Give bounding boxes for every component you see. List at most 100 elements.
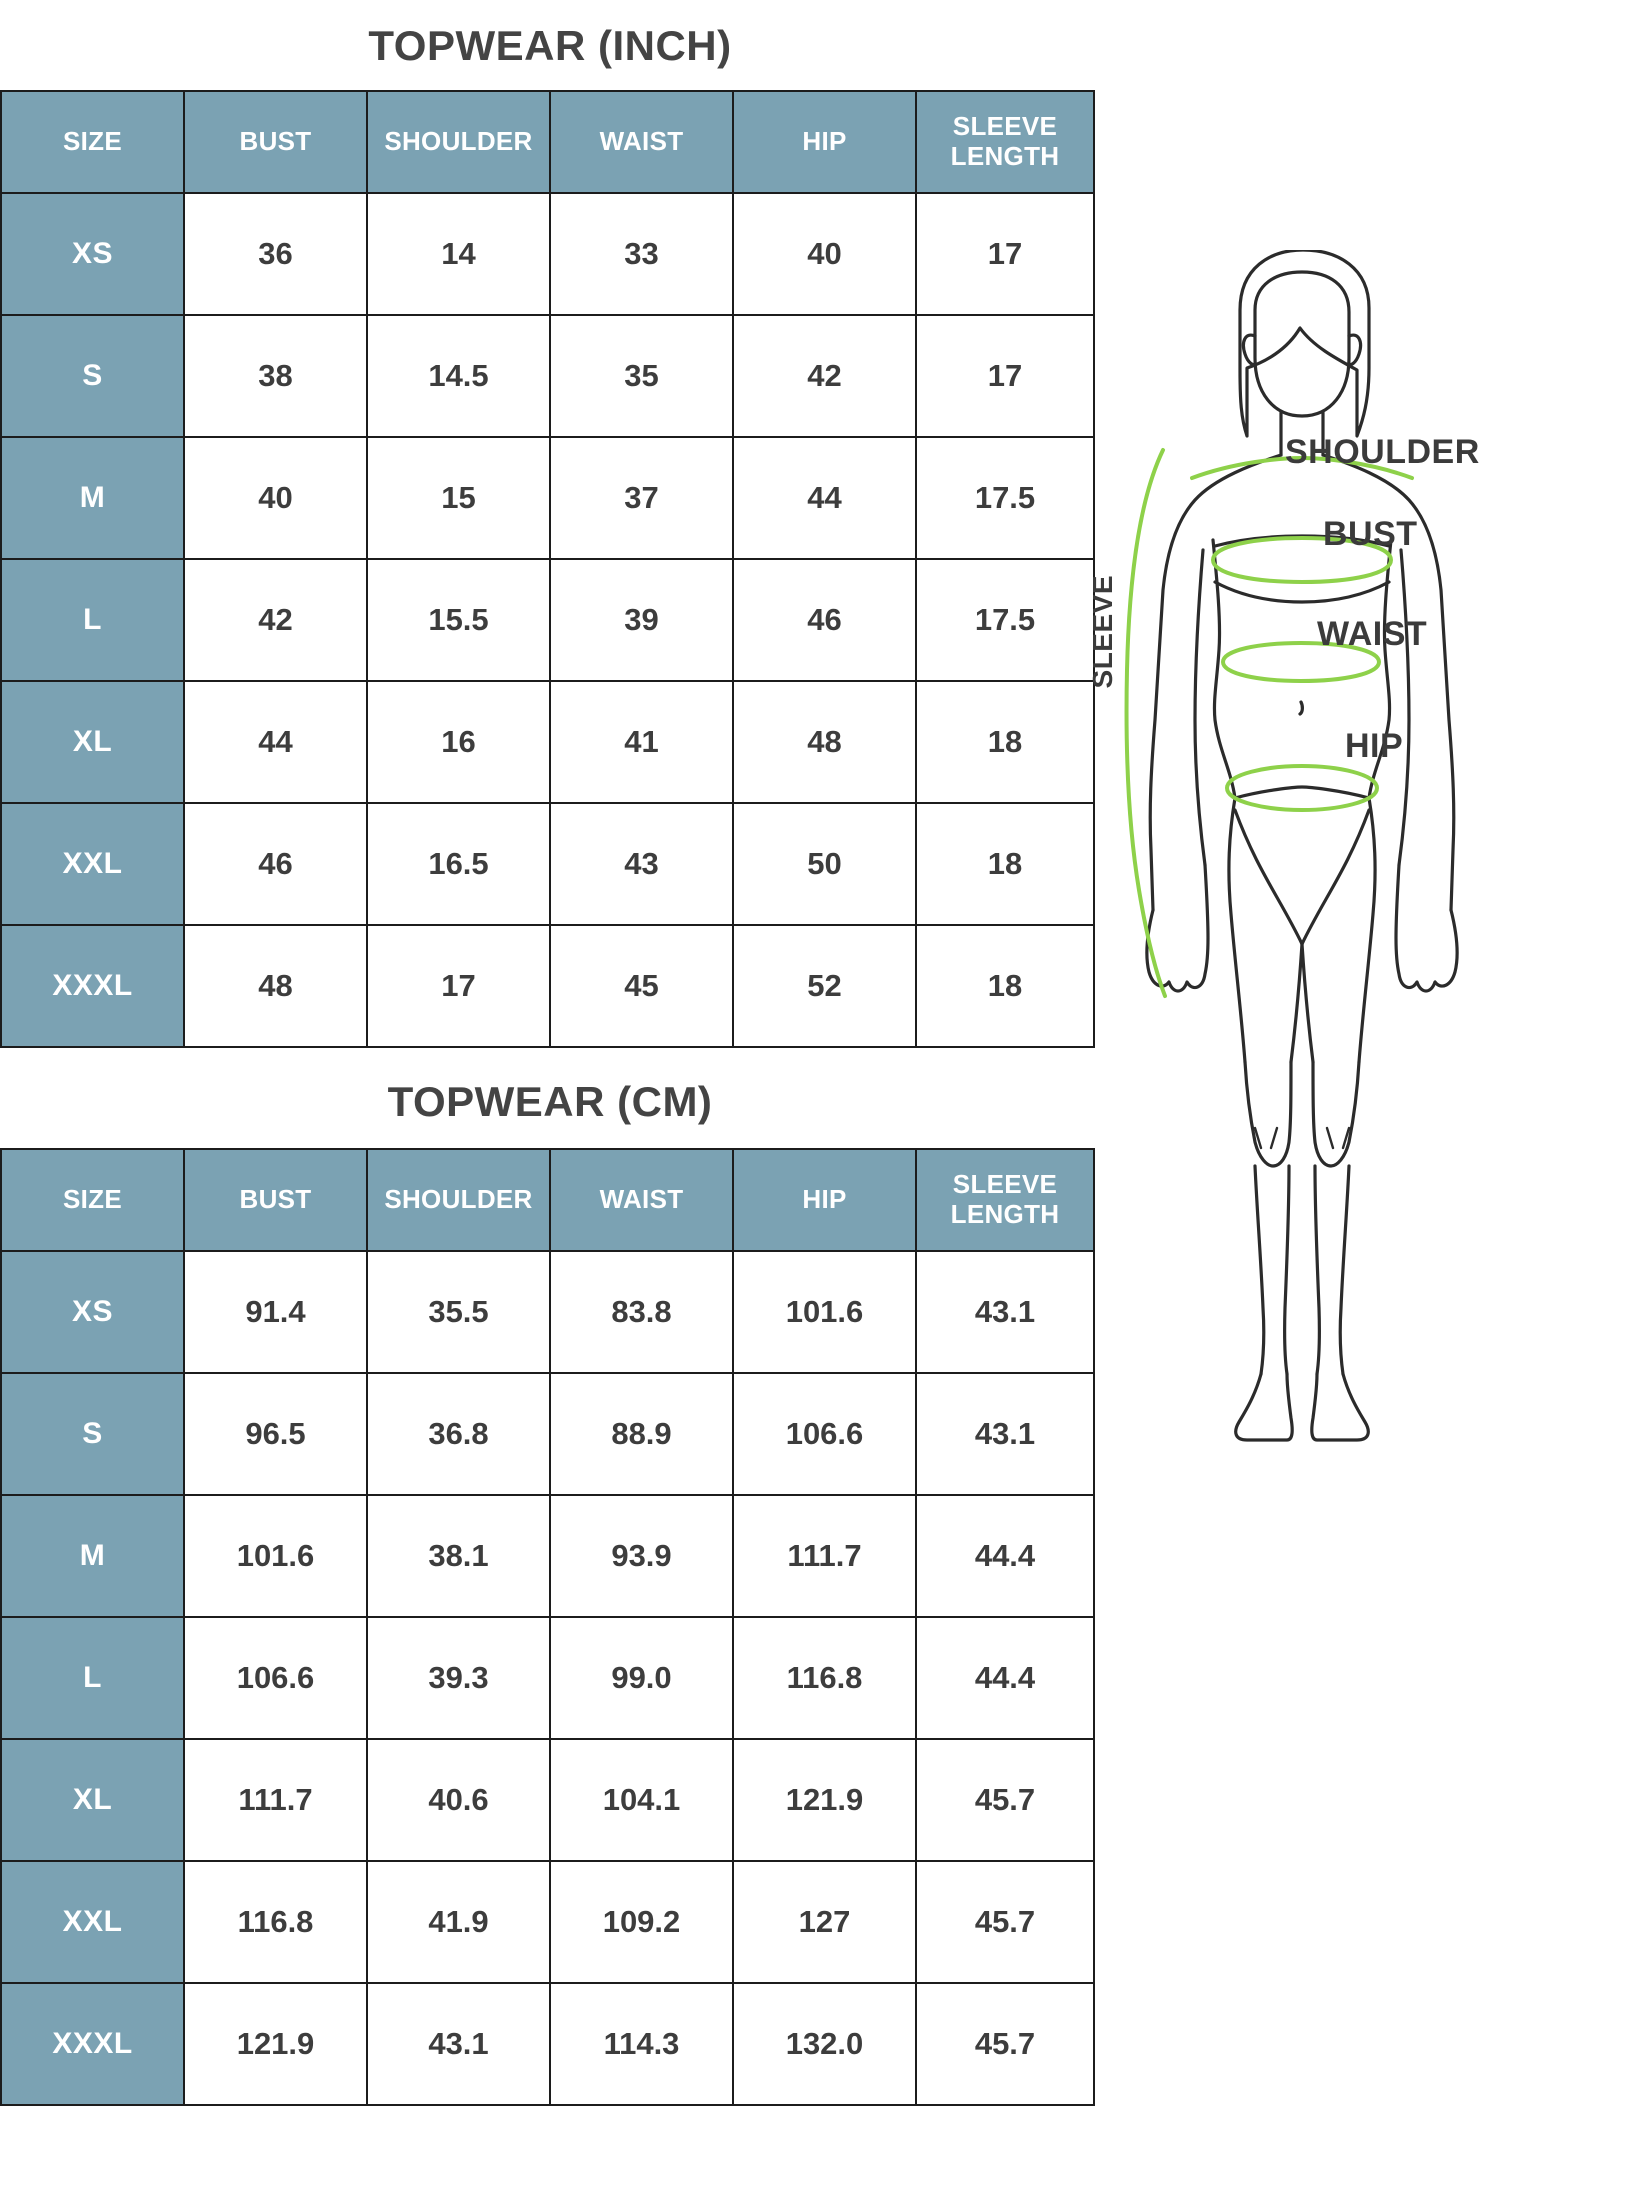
cell-hip: 46 — [732, 558, 917, 682]
cell-bust: 116.8 — [183, 1860, 368, 1984]
col-header-bust: BUST — [183, 1148, 368, 1252]
cell-hip: 40 — [732, 192, 917, 316]
cell-waist: 43 — [549, 802, 734, 926]
cell-size: XL — [0, 680, 185, 804]
cell-shoulder: 35.5 — [366, 1250, 551, 1374]
cell-hip: 50 — [732, 802, 917, 926]
calf-inner-left — [1283, 1164, 1291, 1376]
cell-sleeve: 43.1 — [915, 1250, 1095, 1374]
cell-hip: 106.6 — [732, 1372, 917, 1496]
bust-measure-ellipse — [1210, 535, 1394, 585]
cell-size: M — [0, 436, 185, 560]
hip-measure-ellipse — [1224, 763, 1380, 813]
arm-inner-left — [1193, 548, 1207, 867]
col-header-sleeve-length: SLEEVE LENGTH — [915, 90, 1095, 194]
cell-bust: 46 — [183, 802, 368, 926]
cell-hip: 52 — [732, 924, 917, 1048]
cell-waist: 88.9 — [549, 1372, 734, 1496]
cell-bust: 101.6 — [183, 1494, 368, 1618]
cell-bust: 38 — [183, 314, 368, 438]
cell-bust: 106.6 — [183, 1616, 368, 1740]
cell-hip: 121.9 — [732, 1738, 917, 1862]
waist-measure-ellipse — [1220, 640, 1382, 684]
table-header-row: SIZE BUST SHOULDER WAIST HIP SLEEVE LENG… — [0, 90, 1095, 194]
cell-size: XL — [0, 1738, 185, 1862]
cell-hip: 116.8 — [732, 1616, 917, 1740]
table-row: XL 111.7 40.6 104.1 121.9 45.7 — [0, 1738, 1095, 1862]
cell-size: XXL — [0, 1860, 185, 1984]
cell-sleeve: 17.5 — [915, 558, 1095, 682]
cell-sleeve: 45.7 — [915, 1738, 1095, 1862]
figure-label-bust: BUST — [1323, 515, 1418, 553]
cell-sleeve: 17 — [915, 314, 1095, 438]
brief-waistband — [1233, 785, 1371, 800]
table-row: XXXL 48 17 45 52 18 — [0, 924, 1095, 1048]
cell-waist: 99.0 — [549, 1616, 734, 1740]
sleeve-measure-line — [1124, 448, 1167, 998]
figure-label-sleeve: SLEEVE — [1087, 575, 1118, 689]
inner-thigh-right — [1300, 942, 1315, 1064]
shoulder-measure-line — [1190, 455, 1414, 480]
figure-label-shoulder: SHOULDER — [1285, 433, 1480, 471]
cell-bust: 42 — [183, 558, 368, 682]
cell-hip: 48 — [732, 680, 917, 804]
leg-upper-right — [1311, 1060, 1361, 1168]
cell-hip: 42 — [732, 314, 917, 438]
knee-crease-right — [1325, 1126, 1351, 1150]
cell-sleeve: 18 — [915, 802, 1095, 926]
cell-sleeve: 17.5 — [915, 436, 1095, 560]
hand-left — [1145, 863, 1210, 993]
arm-inner-right — [1397, 548, 1411, 867]
table-row: L 106.6 39.3 99.0 116.8 44.4 — [0, 1616, 1095, 1740]
figure-label-hip: HIP — [1345, 727, 1404, 765]
cell-waist: 104.1 — [549, 1738, 734, 1862]
table-row: XS 91.4 35.5 83.8 101.6 43.1 — [0, 1250, 1095, 1374]
cell-waist: 33 — [549, 192, 734, 316]
col-header-shoulder: SHOULDER — [366, 90, 551, 194]
cell-sleeve: 43.1 — [915, 1372, 1095, 1496]
foot-left — [1234, 1372, 1294, 1442]
cell-sleeve: 18 — [915, 680, 1095, 804]
col-header-waist: WAIST — [549, 1148, 734, 1252]
cell-sleeve: 17 — [915, 192, 1095, 316]
cell-hip: 111.7 — [732, 1494, 917, 1618]
cell-shoulder: 15 — [366, 436, 551, 560]
cell-size: L — [0, 1616, 185, 1740]
tables-column: TOPWEAR (INCH) SIZE BUST SHOULDER WAIST … — [0, 22, 1095, 2106]
cell-size: M — [0, 1494, 185, 1618]
female-body-illustration — [1124, 250, 1459, 1442]
cell-size: XS — [0, 192, 185, 316]
cell-shoulder: 14 — [366, 192, 551, 316]
cell-waist: 35 — [549, 314, 734, 438]
figure-label-waist: WAIST — [1317, 615, 1428, 653]
table-row: XXL 46 16.5 43 50 18 — [0, 802, 1095, 926]
body-measurement-figure: SHOULDER BUST WAIST HIP SLEEVE — [1087, 250, 1652, 1950]
table-header-row: SIZE BUST SHOULDER WAIST HIP SLEEVE LENG… — [0, 1148, 1095, 1252]
cell-shoulder: 41.9 — [366, 1860, 551, 1984]
cell-waist: 41 — [549, 680, 734, 804]
cell-sleeve: 45.7 — [915, 1982, 1095, 2106]
table-row: XL 44 16 41 48 18 — [0, 680, 1095, 804]
hip-outline-right — [1357, 796, 1377, 1064]
hip-outline-left — [1227, 796, 1247, 1064]
inner-thigh-left — [1289, 942, 1304, 1064]
cell-hip: 44 — [732, 436, 917, 560]
knee-crease-left — [1253, 1126, 1279, 1150]
cell-waist: 45 — [549, 924, 734, 1048]
cell-waist: 83.8 — [549, 1250, 734, 1374]
table-row: XXL 116.8 41.9 109.2 127 45.7 — [0, 1860, 1095, 1984]
calf-outer-left — [1253, 1164, 1266, 1376]
cell-size: S — [0, 314, 185, 438]
arm-outer-left — [1148, 453, 1283, 912]
bra-bottom-line — [1213, 580, 1391, 604]
cell-size: XXXL — [0, 924, 185, 1048]
table-row: S 96.5 36.8 88.9 106.6 43.1 — [0, 1372, 1095, 1496]
cell-size: L — [0, 558, 185, 682]
table-row: XS 36 14 33 40 17 — [0, 192, 1095, 316]
table-row: XXXL 121.9 43.1 114.3 132.0 45.7 — [0, 1982, 1095, 2106]
table-row: L 42 15.5 39 46 17.5 — [0, 558, 1095, 682]
cell-waist: 93.9 — [549, 1494, 734, 1618]
cell-bust: 36 — [183, 192, 368, 316]
cell-size: XXXL — [0, 1982, 185, 2106]
